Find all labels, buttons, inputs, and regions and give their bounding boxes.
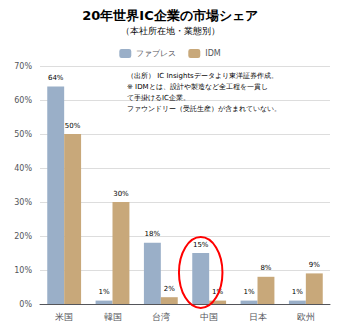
svg-text:30%: 30%: [113, 190, 129, 198]
svg-text:50%: 50%: [14, 130, 32, 139]
svg-text:50%: 50%: [65, 122, 81, 130]
svg-text:ファブレス: ファブレス: [136, 49, 176, 58]
svg-text:※ IDMとは、設計や製造など全工程を一貫し: ※ IDMとは、設計や製造など全工程を一貫し: [127, 83, 268, 91]
svg-text:64%: 64%: [48, 74, 64, 82]
svg-text:（出所） IC Insightsデータより東洋証券作成。: （出所） IC Insightsデータより東洋証券作成。: [127, 72, 278, 80]
svg-text:IDM: IDM: [205, 49, 221, 58]
svg-text:1%: 1%: [212, 288, 224, 297]
svg-text:40%: 40%: [14, 164, 32, 173]
svg-text:20%: 20%: [14, 232, 32, 241]
svg-text:米国: 米国: [55, 312, 73, 322]
svg-text:ファウンドリー（受託生産）が含まれていない。: ファウンドリー（受託生産）が含まれていない。: [127, 105, 281, 113]
svg-text:60%: 60%: [14, 96, 32, 105]
svg-text:15%: 15%: [193, 241, 209, 249]
svg-text:中国: 中国: [200, 312, 218, 322]
svg-text:1%: 1%: [292, 288, 303, 296]
svg-text:1%: 1%: [98, 288, 109, 296]
svg-text:9%: 9%: [309, 261, 320, 269]
svg-text:1%: 1%: [243, 288, 254, 296]
svg-text:日本: 日本: [249, 312, 267, 322]
svg-text:18%: 18%: [145, 230, 161, 238]
svg-text:70%: 70%: [14, 62, 32, 71]
svg-text:30%: 30%: [14, 198, 32, 207]
svg-text:（本社所在地・業態別）: （本社所在地・業態別）: [121, 26, 220, 36]
svg-text:て手掛けるIC企業。: て手掛けるIC企業。: [127, 94, 190, 102]
svg-text:2%: 2%: [164, 285, 175, 293]
svg-text:20年世界IC企業の市場シェア: 20年世界IC企業の市場シェア: [82, 8, 257, 23]
svg-text:8%: 8%: [260, 264, 271, 272]
svg-text:欧州: 欧州: [297, 312, 315, 322]
svg-text:台湾: 台湾: [152, 312, 170, 322]
svg-text:韓国: 韓国: [104, 312, 122, 322]
svg-text:10%: 10%: [14, 266, 32, 275]
svg-text:0%: 0%: [19, 300, 32, 309]
